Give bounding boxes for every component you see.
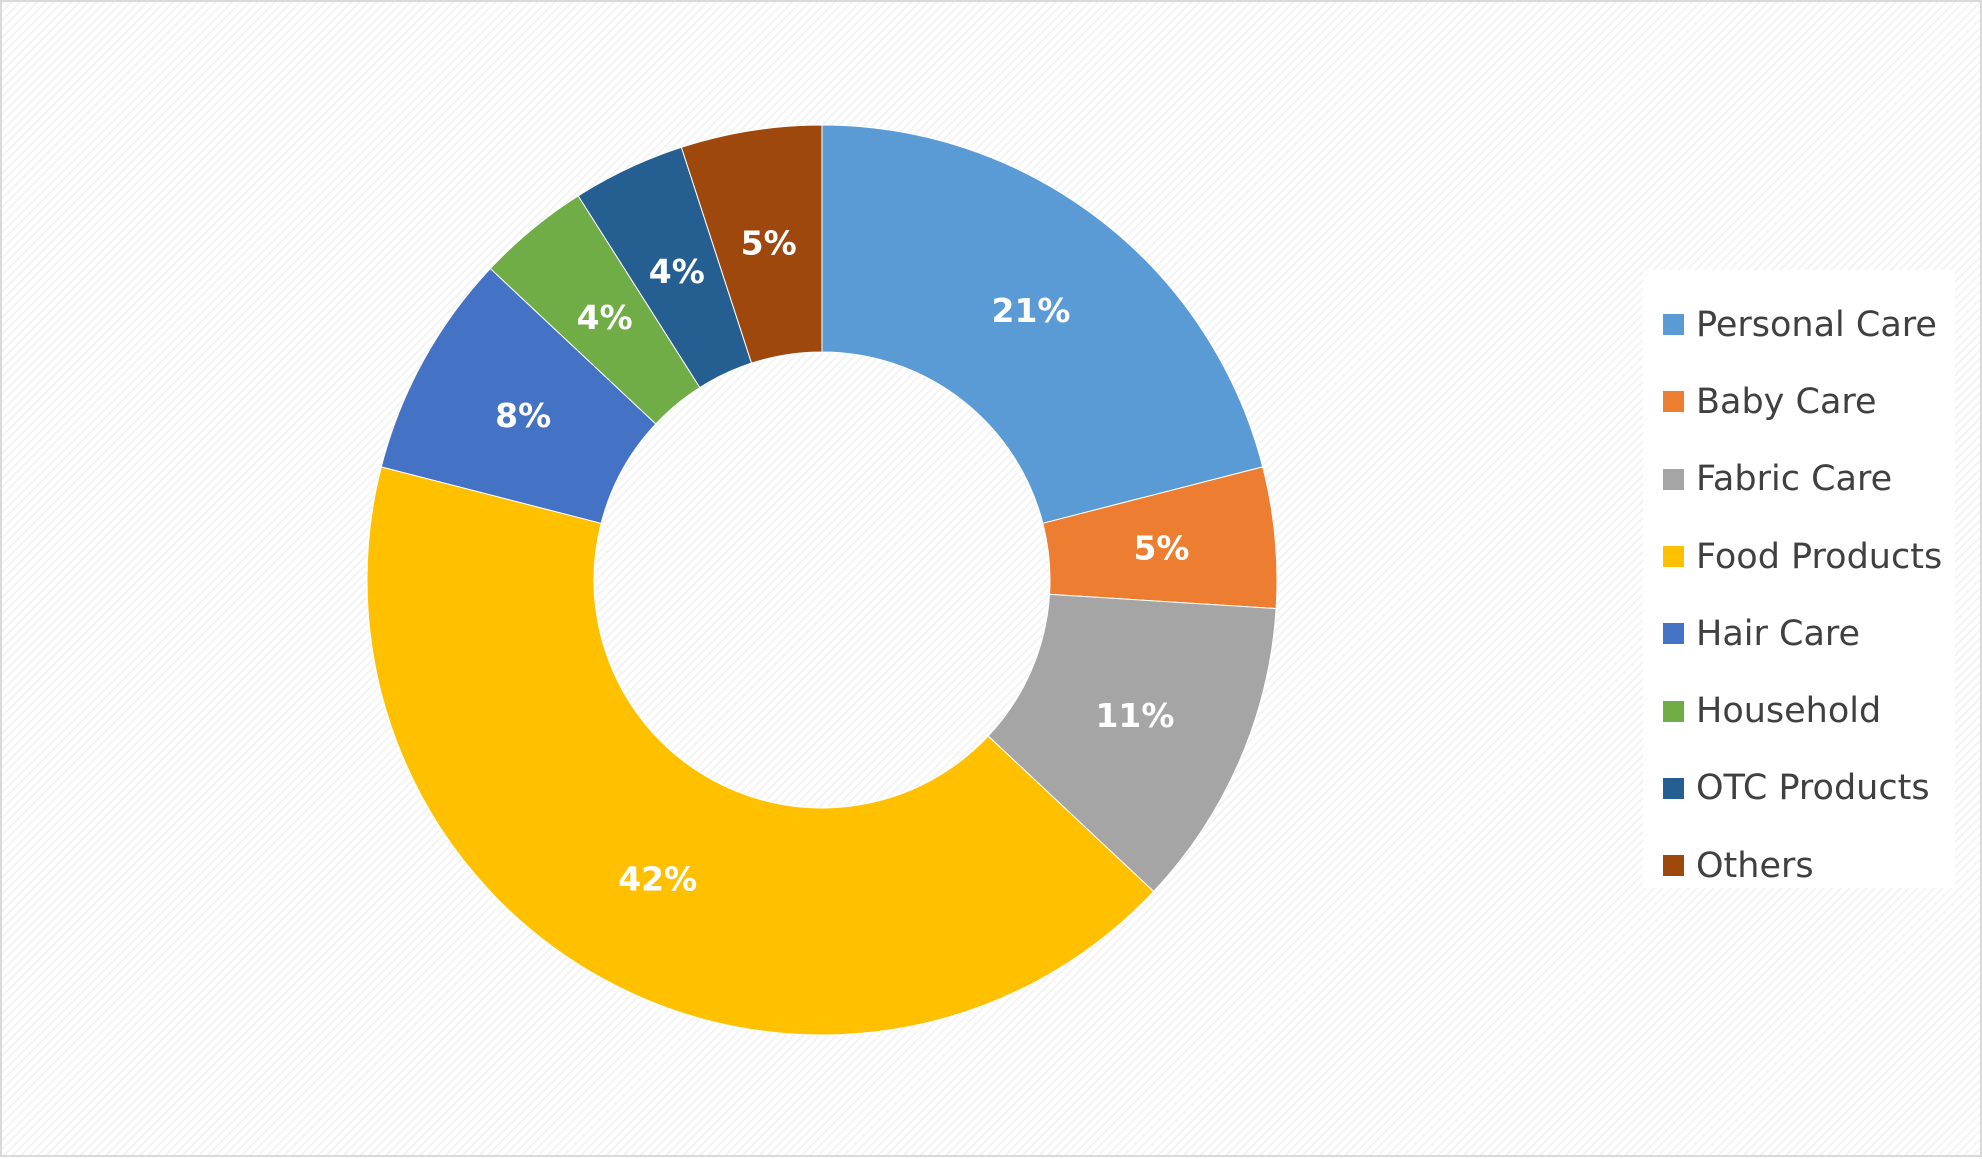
data-label-food-products: 42% [618,859,697,898]
data-label-household: 4% [577,298,633,337]
legend-label: Baby Care [1696,381,1877,422]
data-label-hair-care: 8% [495,396,551,435]
legend-item-baby-care: Baby Care [1643,363,1955,440]
legend-swatch [1663,391,1684,413]
legend-item-others: Others [1643,827,1955,904]
legend-item-hair-care: Hair Care [1643,595,1955,672]
slice-fabric-care [987,593,1277,893]
legend-item-personal-care: Personal Care [1643,286,1955,363]
legend-label: Hair Care [1696,613,1861,654]
legend-item-otc-products: OTC Products [1643,750,1955,827]
legend-label: Personal Care [1696,304,1937,345]
slice-others [680,124,823,364]
donut-slices [366,124,1278,1036]
legend-label: OTC Products [1696,768,1930,809]
legend-swatch [1663,546,1684,568]
data-label-others: 5% [741,224,797,263]
data-label-baby-care: 5% [1133,528,1189,567]
data-labels: 21% 5% 11% 42% 8% 4% 4% 5% [495,224,1189,899]
legend-item-household: Household [1643,672,1955,749]
legend-item-fabric-care: Fabric Care [1643,441,1955,518]
legend-label: Food Products [1696,536,1943,577]
legend-label: Household [1696,691,1882,732]
legend-label: Fabric Care [1696,459,1893,500]
data-label-otc-products: 4% [649,252,705,291]
legend-swatch [1663,623,1684,645]
slice-food-products [366,466,1155,1036]
slice-personal-care [821,124,1264,524]
legend-label: Others [1696,845,1814,886]
legend: Personal Care Baby Care Fabric Care Food Pr… [1643,270,1955,888]
data-label-personal-care: 21% [992,291,1071,330]
legend-swatch [1663,468,1684,490]
legend-item-food-products: Food Products [1643,518,1955,595]
legend-swatch [1663,855,1684,877]
legend-swatch [1663,700,1684,722]
data-label-fabric-care: 11% [1095,696,1174,735]
legend-swatch [1663,777,1684,799]
legend-swatch [1663,314,1684,336]
